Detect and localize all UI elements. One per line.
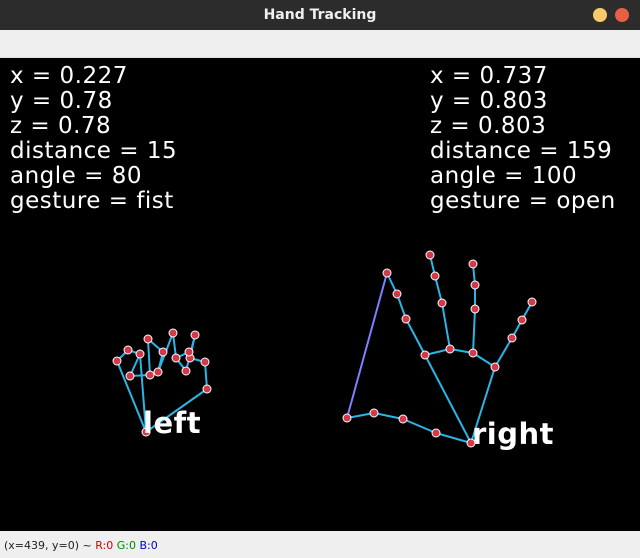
joint-point: [401, 314, 411, 324]
left-distance-readout: distance = 15: [10, 138, 178, 164]
bone-line: [346, 272, 388, 419]
right-distance-readout: distance = 159: [430, 138, 613, 164]
right-hand-label: right: [472, 417, 555, 451]
joint-point: [437, 298, 447, 308]
joint-point: [184, 347, 194, 357]
bone-line: [145, 388, 208, 433]
joint-point: [490, 362, 500, 372]
bone-line: [139, 353, 147, 433]
bone-line: [435, 432, 472, 444]
bone-line: [494, 337, 513, 368]
left-angle-readout: angle = 80: [10, 163, 142, 189]
bone-line: [434, 275, 443, 304]
joint-point: [527, 297, 537, 307]
joint-point: [135, 349, 145, 359]
joint-point: [468, 348, 478, 358]
green-value: G:0: [116, 539, 136, 552]
bone-line: [470, 366, 496, 444]
toolbar: [0, 30, 640, 58]
right-angle-readout: angle = 100: [430, 163, 578, 189]
joint-point: [507, 333, 517, 343]
joint-point: [517, 315, 527, 325]
joint-point: [141, 427, 151, 437]
joint-point: [200, 357, 210, 367]
hand-landmarks-overlay: [112, 250, 537, 448]
left-y-readout: y = 0.78: [10, 88, 113, 114]
left-x-readout: x = 0.227: [10, 63, 128, 89]
right-y-readout: y = 0.803: [430, 88, 548, 114]
video-canvas[interactable]: x = 0.227 y = 0.78 z = 0.78 distance = 1…: [0, 58, 640, 531]
left-gesture-readout: gesture = fist: [10, 188, 174, 214]
joint-point: [470, 280, 480, 290]
bone-line: [373, 412, 404, 420]
joint-point: [425, 250, 435, 260]
left-z-readout: z = 0.78: [10, 113, 112, 139]
bone-line: [472, 308, 476, 354]
bone-line: [405, 318, 426, 356]
bone-line: [116, 360, 147, 433]
joint-point: [125, 371, 135, 381]
joint-point: [430, 271, 440, 281]
status-bar: (x=439, y=0) ~ R:0 G:0 B:0: [0, 531, 640, 558]
joint-point: [468, 259, 478, 269]
joint-point: [145, 370, 155, 380]
window-title: Hand Tracking: [263, 7, 377, 23]
joint-point: [445, 344, 455, 354]
joint-point: [168, 328, 178, 338]
joint-point: [158, 347, 168, 357]
joint-point: [143, 334, 153, 344]
minimize-button[interactable]: [593, 8, 607, 22]
joint-point: [398, 414, 408, 424]
joint-point: [369, 408, 379, 418]
bone-line: [441, 302, 451, 350]
close-button[interactable]: [615, 8, 629, 22]
red-value: R:0: [95, 539, 114, 552]
right-z-readout: z = 0.803: [430, 113, 547, 139]
joint-point: [470, 304, 480, 314]
joint-point: [153, 367, 163, 377]
joint-point: [181, 366, 191, 376]
left-hand-label: left: [143, 406, 202, 440]
blue-value: B:0: [139, 539, 158, 552]
joint-point: [123, 345, 133, 355]
joint-point: [392, 289, 402, 299]
bone-line: [346, 412, 375, 419]
pixel-readout: (x=439, y=0) ~ R:0 G:0 B:0: [4, 539, 158, 552]
joint-point: [190, 330, 200, 340]
joint-point: [382, 268, 392, 278]
bone-line: [147, 338, 151, 376]
joint-point: [171, 353, 181, 363]
joint-point: [431, 428, 441, 438]
bone-line: [424, 354, 472, 444]
title-bar: Hand Tracking: [0, 0, 640, 30]
joint-point: [342, 413, 352, 423]
joint-point: [202, 384, 212, 394]
bone-line: [204, 361, 208, 390]
cursor-coords: (x=439, y=0) ~: [4, 539, 96, 552]
joint-point: [420, 350, 430, 360]
right-x-readout: x = 0.737: [430, 63, 548, 89]
right-gesture-readout: gesture = open: [430, 188, 616, 214]
bone-line: [402, 418, 437, 434]
joint-point: [466, 438, 476, 448]
joint-point: [112, 356, 122, 366]
